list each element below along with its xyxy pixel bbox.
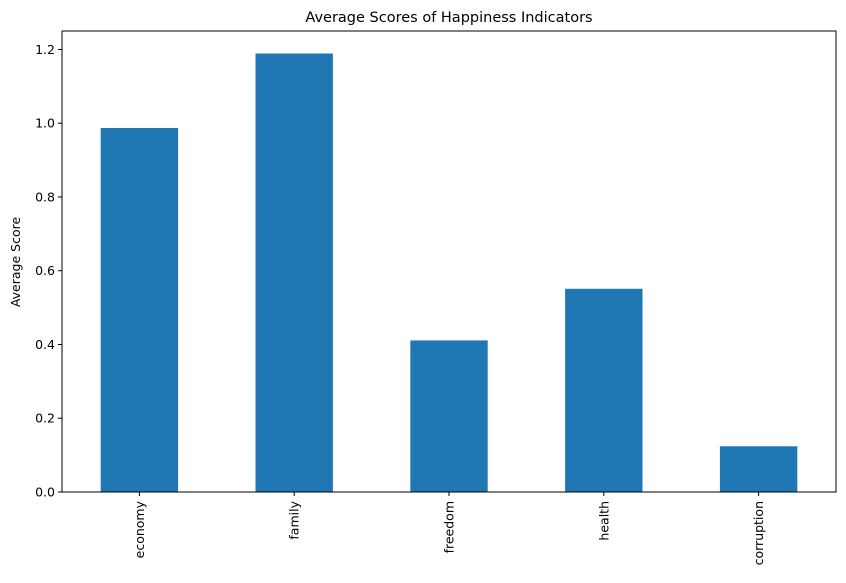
x-tick-label: economy [132, 500, 147, 558]
y-tick-label: 0.2 [35, 411, 55, 426]
x-axis: economy family freedom health corruption [132, 492, 766, 565]
bar-freedom [410, 340, 488, 492]
x-tick-label: family [287, 500, 302, 539]
y-tick-label: 1.0 [35, 116, 55, 131]
y-tick-label: 1.2 [35, 42, 55, 57]
y-axis: 0.0 0.2 0.4 0.6 0.8 1.0 1.2 [35, 42, 62, 500]
y-tick-label: 0.0 [35, 485, 55, 500]
y-tick-label: 0.6 [35, 263, 55, 278]
x-tick-label: health [596, 501, 611, 541]
y-tick-label: 0.4 [35, 337, 55, 352]
y-axis-label: Average Score [8, 217, 23, 308]
bar-corruption [719, 446, 798, 492]
x-tick-label: corruption [751, 501, 766, 565]
chart-title: Average Scores of Happiness Indicators [305, 10, 592, 26]
bar-family [255, 53, 333, 493]
bar-health [565, 288, 643, 492]
bar-economy [100, 127, 179, 493]
plot-frame [61, 30, 837, 493]
y-tick-label: 0.8 [35, 189, 55, 204]
x-tick-label: freedom [442, 501, 457, 553]
bars-group [100, 53, 798, 493]
